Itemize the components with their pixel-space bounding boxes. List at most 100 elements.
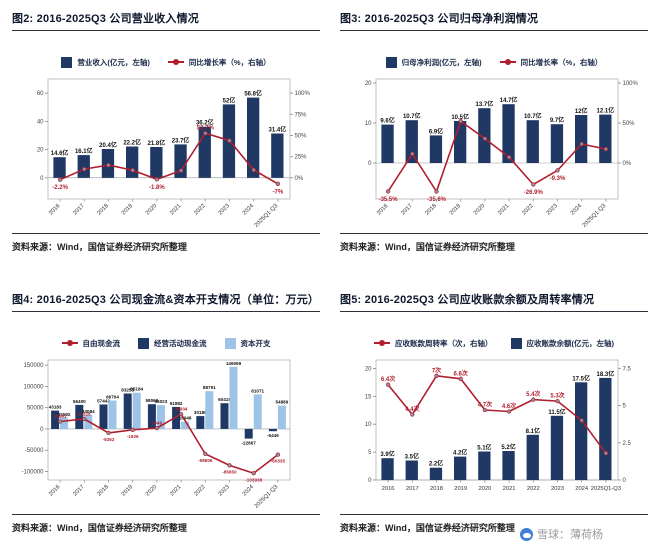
svg-text:5.2亿: 5.2亿 [501,443,515,451]
svg-text:3.9亿: 3.9亿 [380,450,394,458]
svg-text:2020: 2020 [145,484,158,497]
svg-text:2018: 2018 [425,203,438,216]
revenue-bar-line-chart: 0 20 40 60 0% 25% 50% 75% 100% 14.6亿 16.1亿 20.4亿 22.… [37,78,311,229]
source-note: 资料来源：Wind，国信证券经济研究所整理 [340,233,648,253]
panel-net-profit: 图3: 2016-2025Q3 公司归母净利润情况 归母净利润(亿元，左轴) 同比… [340,10,648,253]
svg-text:2018: 2018 [430,486,443,492]
svg-text:2025Q1-Q3: 2025Q1-Q3 [254,203,280,229]
legend-item: 应收账款周转率（次，右轴） [374,338,493,349]
svg-text:36.2亿: 36.2亿 [196,119,214,127]
legend-bar-swatch [138,337,149,349]
legend-label: 经营活动现金流 [154,338,207,348]
svg-text:23316: 23316 [78,412,91,417]
svg-text:5: 5 [623,404,627,410]
svg-text:2024: 2024 [575,486,589,492]
svg-text:30186: 30186 [194,410,207,415]
chart-title-receivables: 图5: 2016-2025Q3 公司应收账款余额及周转率情况 [340,291,648,312]
svg-text:2046: 2046 [152,421,163,426]
xueqiu-snowball-icon [520,527,533,541]
svg-text:20: 20 [37,148,44,154]
svg-text:2021: 2021 [169,203,182,216]
svg-text:66704: 66704 [106,395,119,400]
svg-text:100%: 100% [295,91,311,97]
svg-text:-1926: -1926 [127,434,139,439]
receivables-turnover-chart: 0 5 10 15 20 0 2.5 5 7.5 3.9亿 3.5亿 2.2亿 4.2亿 5.1亿 5.2亿… [365,359,632,492]
svg-text:83258: 83258 [121,388,134,393]
svg-text:146069: 146069 [226,361,242,366]
legend-label: 资本开支 [240,338,271,348]
svg-text:2019: 2019 [454,486,467,492]
svg-text:85184: 85184 [130,387,143,392]
svg-text:4.4次: 4.4次 [405,405,419,413]
svg-text:52亿: 52亿 [223,96,236,104]
svg-text:0%: 0% [295,176,304,182]
svg-text:4.6次: 4.6次 [502,402,516,410]
svg-text:2020: 2020 [145,203,158,216]
svg-text:2.2亿: 2.2亿 [429,460,443,468]
svg-text:56.8亿: 56.8亿 [244,90,262,98]
legend-item: 应收账款余额(亿元，左轴) [510,337,614,349]
svg-text:40: 40 [37,119,44,125]
xueqiu-watermark: 雪球：薄荷杨 [520,526,603,542]
chart-title-net-profit: 图3: 2016-2025Q3 公司归母净利润情况 [340,10,648,31]
svg-text:60: 60 [37,91,44,97]
svg-text:2019: 2019 [449,203,462,216]
svg-text:9.7亿: 9.7亿 [550,116,564,124]
svg-text:-22867: -22867 [242,440,257,445]
legend-label: 应收账款周转率（次，右轴） [395,338,493,348]
svg-text:17.5亿: 17.5亿 [572,374,590,382]
svg-text:-103938: -103938 [245,477,262,482]
svg-text:6.4次: 6.4次 [381,375,395,383]
svg-text:-1.8%: -1.8% [149,185,165,191]
panel-revenue: 图2: 2016-2025Q3 公司营业收入情况 营业收入(亿元，左轴) 同比增长… [12,10,320,253]
svg-text:0: 0 [368,478,372,484]
svg-text:60419: 60419 [218,397,231,402]
svg-text:17591: 17591 [54,414,67,419]
svg-text:2021: 2021 [497,203,510,216]
svg-text:2020: 2020 [473,203,486,216]
svg-text:2022: 2022 [527,486,540,492]
legend-item: 同比增长率（%，右轴） [499,57,602,68]
svg-text:20: 20 [365,81,372,87]
svg-text:2019: 2019 [121,484,134,497]
chart-title-cashflow: 图4: 2016-2025Q3 公司现金流&资本开支情况（单位：万元） [12,291,320,312]
svg-text:0: 0 [40,176,44,182]
source-note: 资料来源：Wind，国信证券经济研究所整理 [12,514,320,534]
svg-text:-58606: -58606 [198,458,213,463]
svg-text:2020: 2020 [478,486,491,492]
legend-label: 归母净利润(亿元，左轴) [401,57,482,67]
legend-receivables: 应收账款周转率（次，右轴） 应收账款余额(亿元，左轴) [340,336,648,350]
svg-text:-7%: -7% [273,189,284,195]
svg-text:10: 10 [365,121,372,127]
svg-text:54889: 54889 [276,400,289,405]
svg-text:75%: 75% [295,112,308,118]
svg-text:3.5亿: 3.5亿 [405,453,419,461]
legend-item: 营业收入(亿元，左轴) [61,56,150,68]
svg-text:10.5亿: 10.5亿 [451,113,469,121]
svg-text:13.7亿: 13.7亿 [476,100,494,108]
svg-text:2016: 2016 [376,203,389,216]
svg-text:18.3亿: 18.3亿 [597,370,615,378]
svg-text:10.7亿: 10.7亿 [403,112,421,120]
legend-item: 同比增长率（%，右轴） [167,57,271,68]
svg-text:2017: 2017 [72,203,85,216]
svg-text:2023: 2023 [546,203,559,216]
svg-text:57442: 57442 [97,399,110,404]
legend-line-swatch [167,59,184,65]
svg-text:22.2亿: 22.2亿 [123,139,141,147]
svg-text:20: 20 [365,366,372,372]
svg-text:16.1亿: 16.1亿 [75,147,93,155]
svg-text:2.5: 2.5 [623,441,632,447]
svg-text:12.1亿: 12.1亿 [597,107,615,115]
svg-text:81071: 81071 [251,388,264,393]
svg-text:0%: 0% [623,161,632,167]
svg-text:2025Q1-Q3: 2025Q1-Q3 [591,486,621,492]
svg-text:21.8亿: 21.8亿 [148,139,166,147]
svg-text:5: 5 [368,450,372,456]
svg-text:5.3次: 5.3次 [550,392,564,400]
svg-text:31.4亿: 31.4亿 [269,126,287,134]
svg-text:-2.2%: -2.2% [52,185,68,191]
svg-text:58069: 58069 [146,398,159,403]
svg-text:20.4亿: 20.4亿 [99,141,117,149]
svg-text:51882: 51882 [170,401,183,406]
